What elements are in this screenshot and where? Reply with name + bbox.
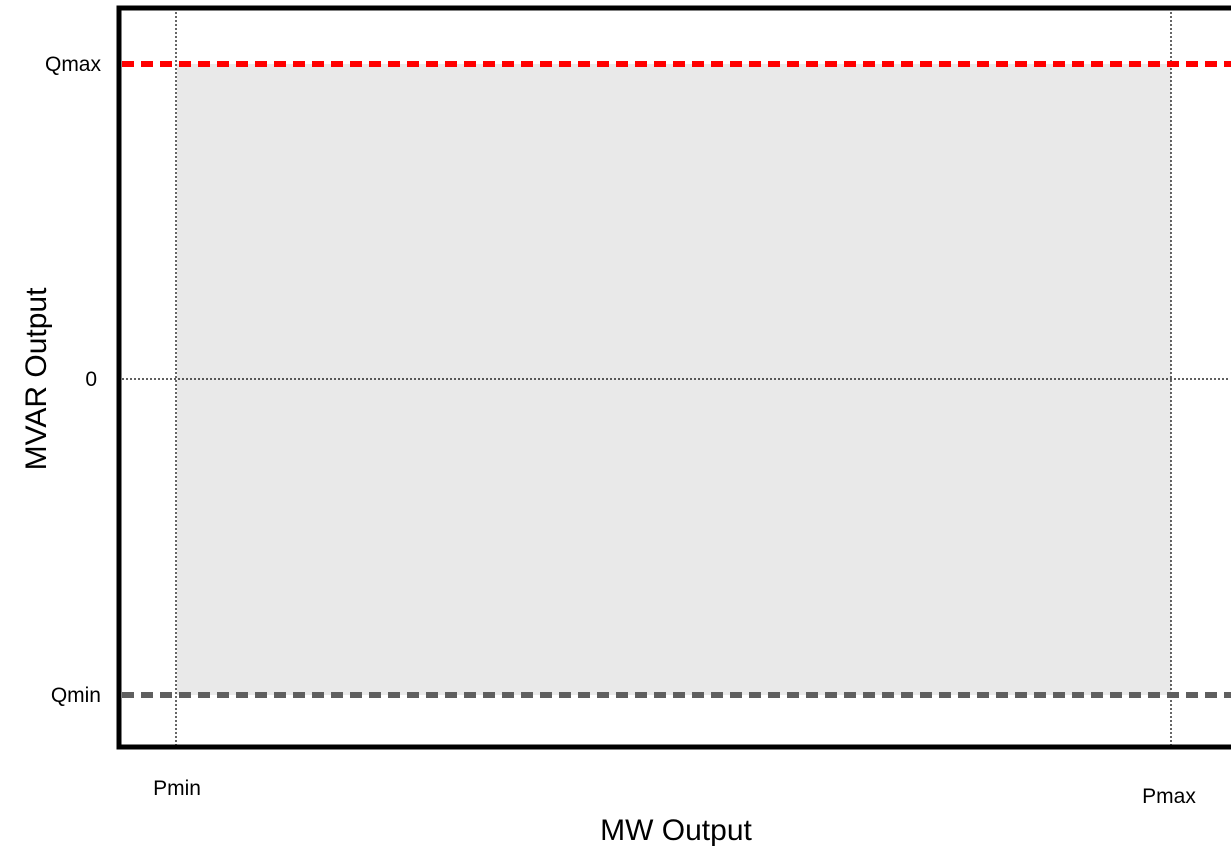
plot-frame bbox=[116, 5, 1231, 750]
x-axis-title: MW Output bbox=[600, 814, 752, 847]
y-tick-label-qmin: Qmin bbox=[51, 684, 101, 707]
y-tick-label-zero: 0 bbox=[85, 368, 97, 391]
y-tick-label-qmax: Qmax bbox=[45, 53, 102, 76]
x-tick-label-pmin: Pmin bbox=[153, 777, 201, 800]
x-tick-label-pmax: Pmax bbox=[1142, 785, 1196, 808]
y-axis-title: MVAR Output bbox=[20, 287, 53, 471]
